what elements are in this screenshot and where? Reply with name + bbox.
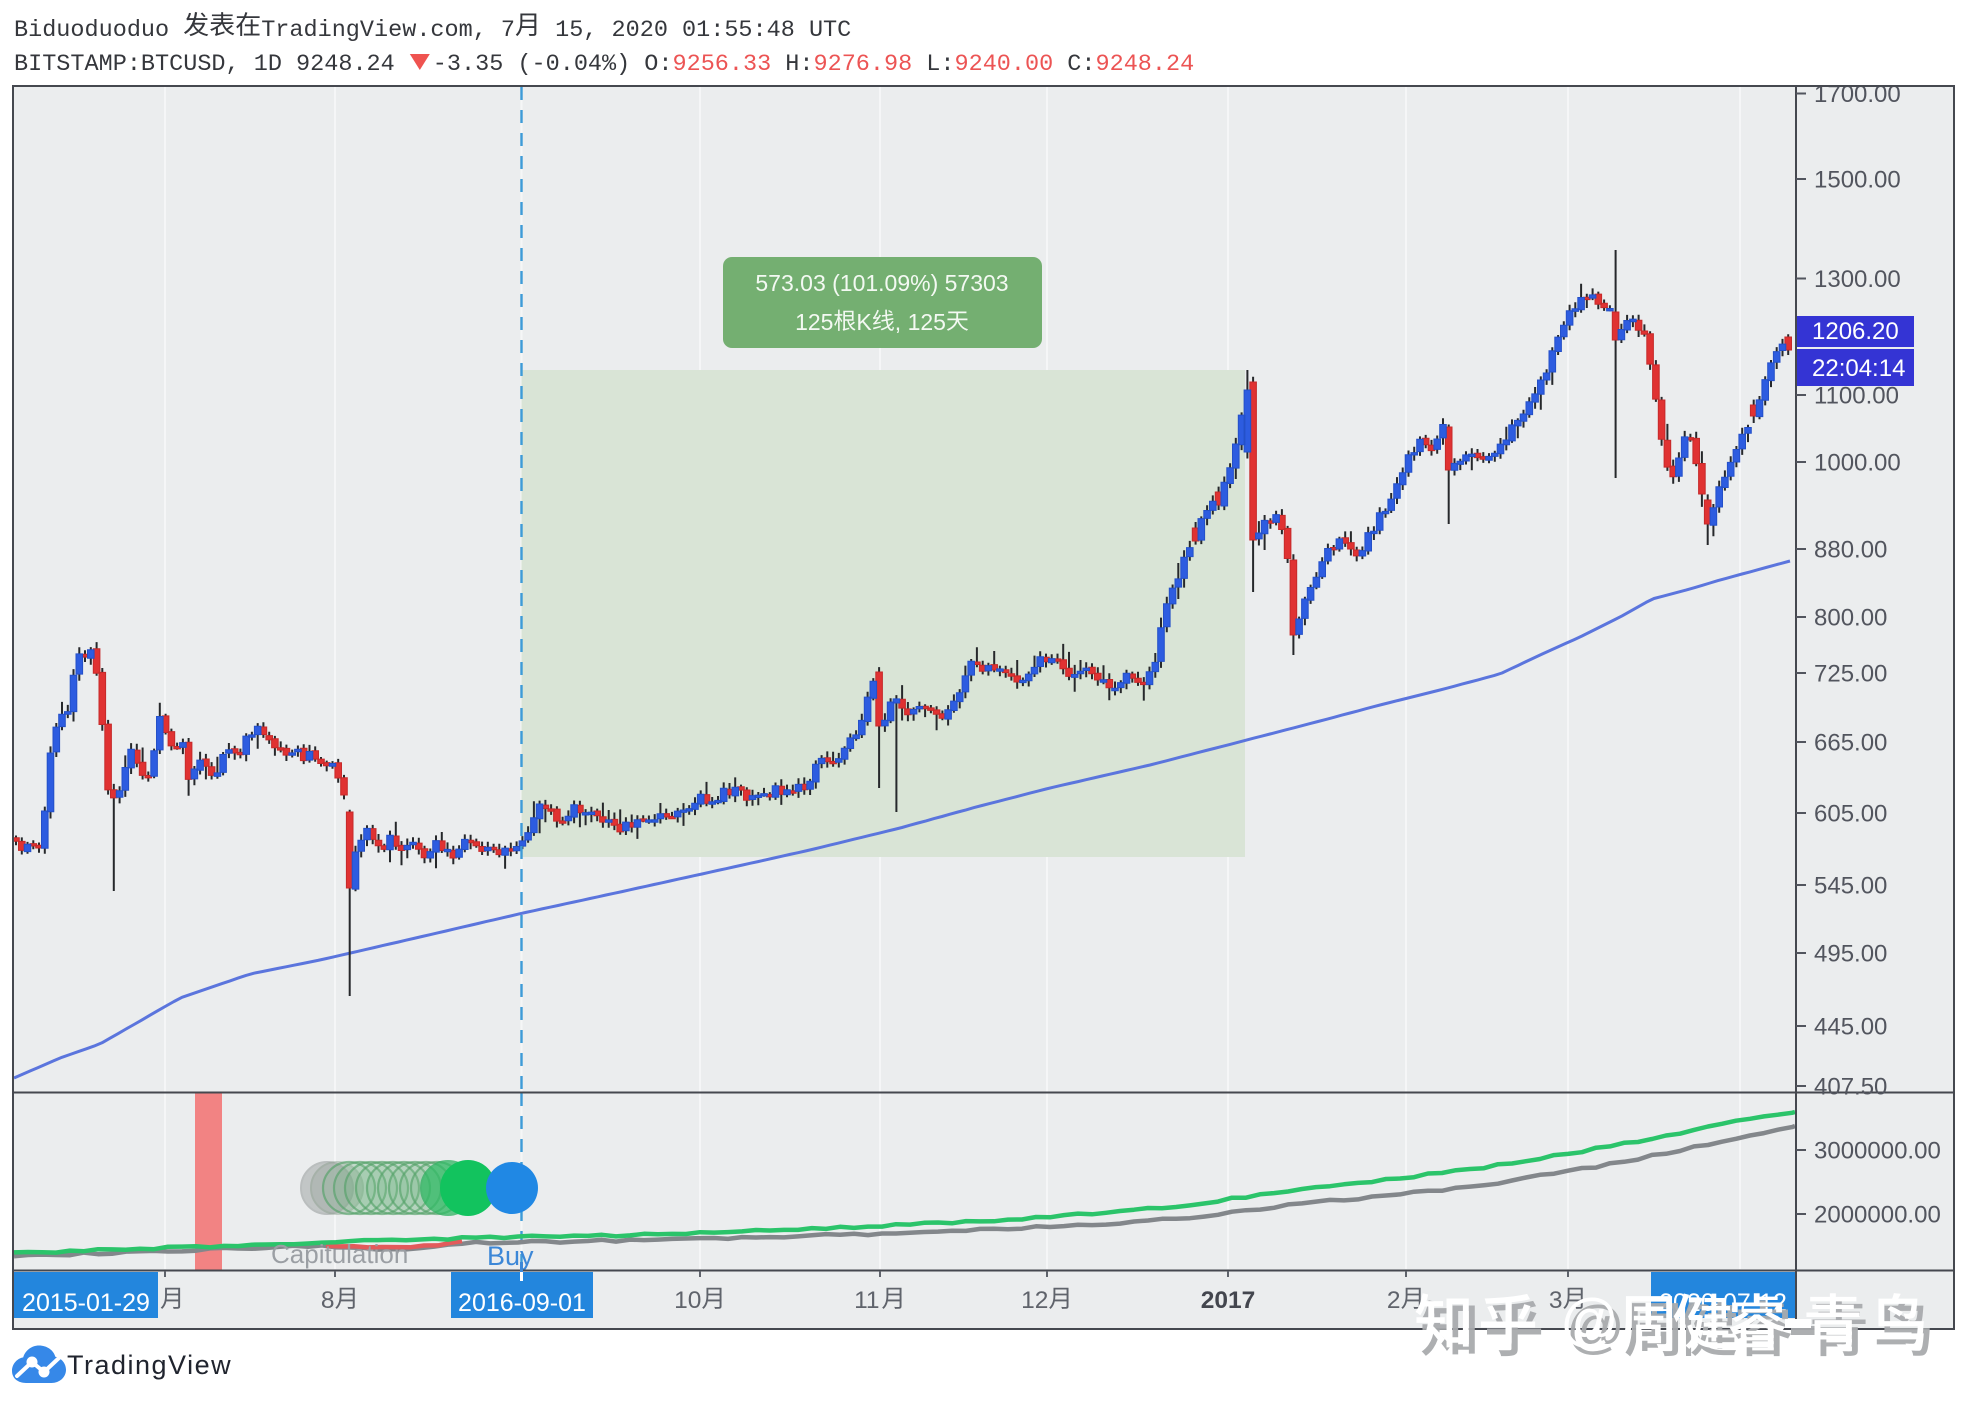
svg-text:8: 8	[321, 1287, 335, 1314]
svg-text:445.00: 445.00	[1814, 1014, 1887, 1041]
svg-text:H:: H:	[771, 51, 813, 78]
svg-text:605.00: 605.00	[1814, 801, 1887, 828]
svg-text:TradingView.com, 7: TradingView.com, 7	[261, 17, 515, 44]
svg-text:725.00: 725.00	[1814, 661, 1887, 688]
svg-text:1300.00: 1300.00	[1814, 266, 1901, 293]
svg-text:545.00: 545.00	[1814, 873, 1887, 900]
svg-text:1206.20: 1206.20	[1812, 318, 1899, 345]
svg-text:BITSTAMP:BTCUSD, 1D 9248.24: BITSTAMP:BTCUSD, 1D 9248.24	[14, 51, 409, 78]
svg-text:2: 2	[1387, 1287, 1401, 1314]
svg-text:15, 2020 01:55:48 UTC: 15, 2020 01:55:48 UTC	[541, 17, 851, 44]
svg-text:Capitulation: Capitulation	[271, 1239, 408, 1269]
svg-text:407.50: 407.50	[1814, 1074, 1887, 1101]
svg-text:C:: C:	[1053, 51, 1095, 78]
svg-text:2016-09-01: 2016-09-01	[458, 1289, 586, 1317]
svg-text:, 125: , 125	[895, 309, 946, 335]
svg-text:@: @	[1566, 1295, 1625, 1360]
svg-text:2017: 2017	[1201, 1287, 1256, 1314]
svg-text:TradingView: TradingView	[67, 1350, 232, 1380]
svg-text:3000000.00: 3000000.00	[1814, 1138, 1941, 1165]
svg-text:L:: L:	[912, 51, 954, 78]
svg-text:800.00: 800.00	[1814, 605, 1887, 632]
svg-text:10: 10	[674, 1287, 701, 1314]
svg-text:O:: O:	[644, 51, 672, 78]
svg-text:12: 12	[1021, 1287, 1048, 1314]
svg-text:665.00: 665.00	[1814, 730, 1887, 757]
svg-text:1100.00: 1100.00	[1814, 383, 1899, 410]
svg-text:9248.24: 9248.24	[1096, 51, 1195, 78]
svg-text:1500.00: 1500.00	[1814, 167, 1901, 194]
svg-text:3: 3	[1549, 1287, 1563, 1314]
svg-text:495.00: 495.00	[1814, 941, 1887, 968]
svg-text:22:04:14: 22:04:14	[1812, 355, 1905, 382]
svg-text:9276.98: 9276.98	[814, 51, 913, 78]
svg-text:9240.00: 9240.00	[955, 51, 1054, 78]
svg-text:@: @	[1560, 1288, 1619, 1353]
svg-text:Buy: Buy	[487, 1241, 534, 1271]
svg-text:880.00: 880.00	[1814, 537, 1887, 564]
svg-text:K: K	[856, 309, 872, 335]
svg-text:125: 125	[795, 309, 833, 335]
svg-text:2000000.00: 2000000.00	[1814, 1202, 1941, 1229]
svg-text:9256.33: 9256.33	[673, 51, 772, 78]
svg-text:11: 11	[854, 1287, 879, 1314]
svg-text:2015-01-29: 2015-01-29	[22, 1289, 150, 1317]
svg-text:573.03 (101.09%) 57303: 573.03 (101.09%) 57303	[755, 270, 1008, 296]
svg-text:-3.35 (-0.04%): -3.35 (-0.04%)	[433, 51, 645, 78]
svg-text:Biduoduoduo: Biduoduoduo	[14, 17, 183, 44]
svg-text:1000.00: 1000.00	[1814, 450, 1901, 477]
